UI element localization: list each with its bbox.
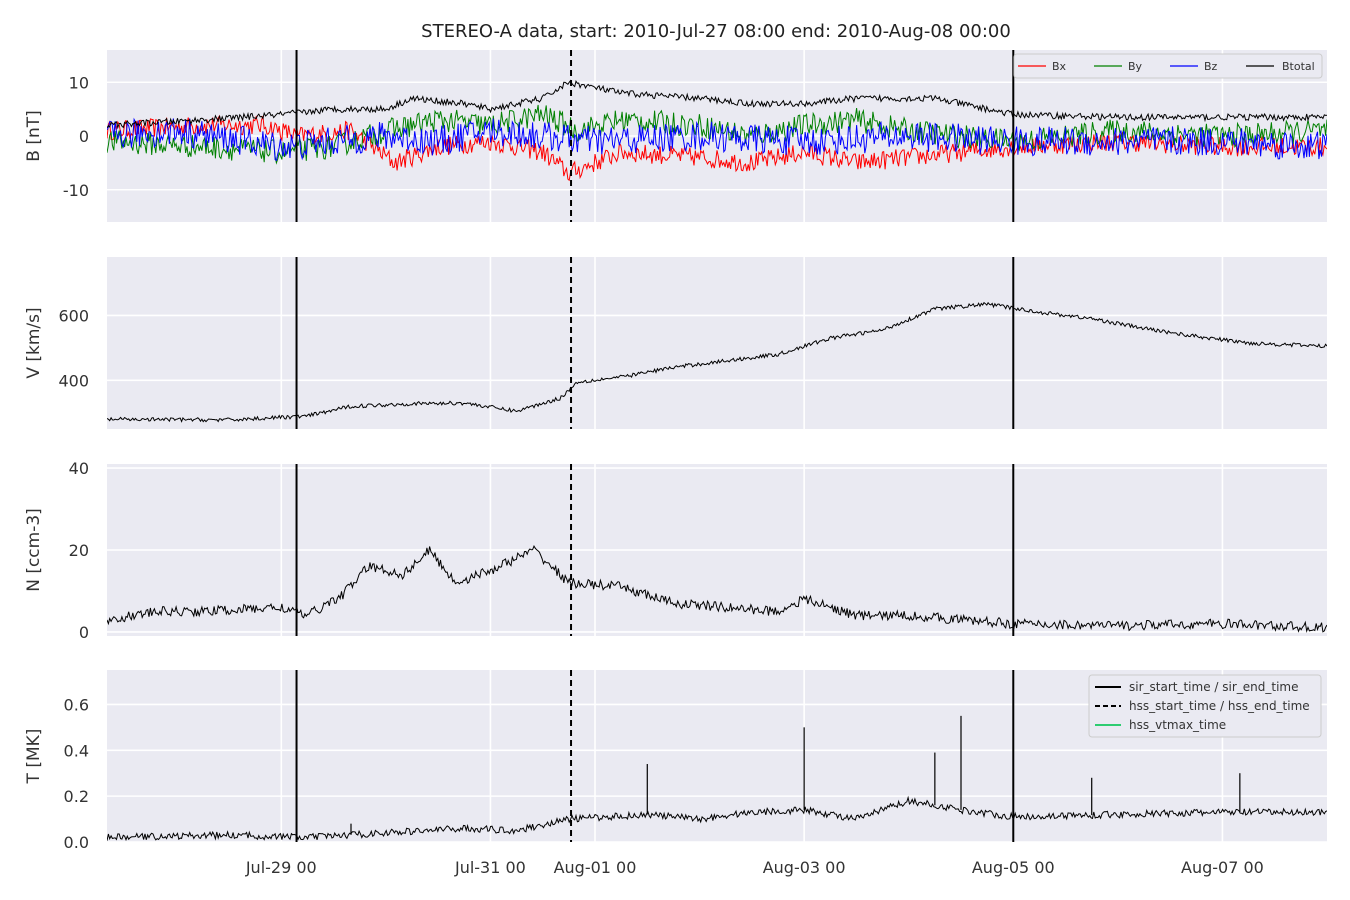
- panel-2: 400 600 V [km/s]: [24, 257, 1327, 429]
- panel-background: [107, 257, 1327, 429]
- y-tick-label: 20: [69, 541, 89, 560]
- panel-3: 0 20 40 N [ccm-3]: [24, 459, 1327, 642]
- y-tick-label: 0.6: [64, 695, 89, 714]
- y-tick-label: 0.4: [64, 741, 89, 760]
- legend-entry: hss_start_time / hss_end_time: [1129, 699, 1310, 713]
- legend-entry: Bx: [1052, 60, 1067, 73]
- chart-title: STEREO-A data, start: 2010-Jul-27 08:00 …: [421, 21, 1011, 42]
- series-line-bz: [107, 117, 1327, 162]
- x-tick-label: Aug-03 00: [763, 858, 846, 877]
- series-line: [107, 795, 1327, 842]
- y-tick-label: 0.2: [64, 787, 89, 806]
- panel-4: 0.0 0.2 0.4 0.6 T [MK] sir_start_time / sir_e…: [24, 670, 1327, 877]
- y-tick-label: 10: [69, 73, 89, 92]
- y-axis-label: V [km/s]: [24, 307, 44, 378]
- y-tick-label: 400: [58, 371, 89, 390]
- x-tick-label: Jul-31 00: [454, 858, 526, 877]
- x-tick-label: Aug-07 00: [1181, 858, 1264, 877]
- event-legend: sir_start_time / sir_end_time hss_start_t…: [1088, 674, 1322, 738]
- panel-1: -10 0 10 B [nT] Bx By Bz Btotal: [24, 50, 1327, 222]
- series-line-btotal: [107, 79, 1327, 130]
- series-line: [107, 301, 1327, 423]
- x-tick-label: Jul-29 00: [245, 858, 317, 877]
- legend-entry: sir_start_time / sir_end_time: [1129, 680, 1299, 694]
- legend-entry: By: [1128, 60, 1143, 73]
- legend-entry: Bz: [1204, 60, 1218, 73]
- y-tick-label: 0.0: [64, 833, 89, 852]
- series-line-by: [107, 104, 1327, 165]
- y-tick-label: 0: [79, 623, 89, 642]
- y-tick-label: 40: [69, 459, 89, 478]
- x-tick-label: Aug-01 00: [554, 858, 637, 877]
- y-tick-label: 0: [79, 127, 89, 146]
- y-tick-label: 600: [58, 306, 89, 325]
- y-axis-label: B [nT]: [24, 110, 44, 162]
- y-tick-label: -10: [63, 181, 89, 200]
- x-tick-label: Aug-05 00: [972, 858, 1055, 877]
- y-axis-label: N [ccm-3]: [24, 508, 44, 592]
- y-axis-label: T [MK]: [24, 729, 44, 785]
- legend-entry: Btotal: [1282, 60, 1315, 73]
- legend-entry: hss_vtmax_time: [1129, 718, 1226, 732]
- series-line: [107, 544, 1327, 633]
- b-field-legend: Bx By Bz Btotal: [1013, 53, 1323, 79]
